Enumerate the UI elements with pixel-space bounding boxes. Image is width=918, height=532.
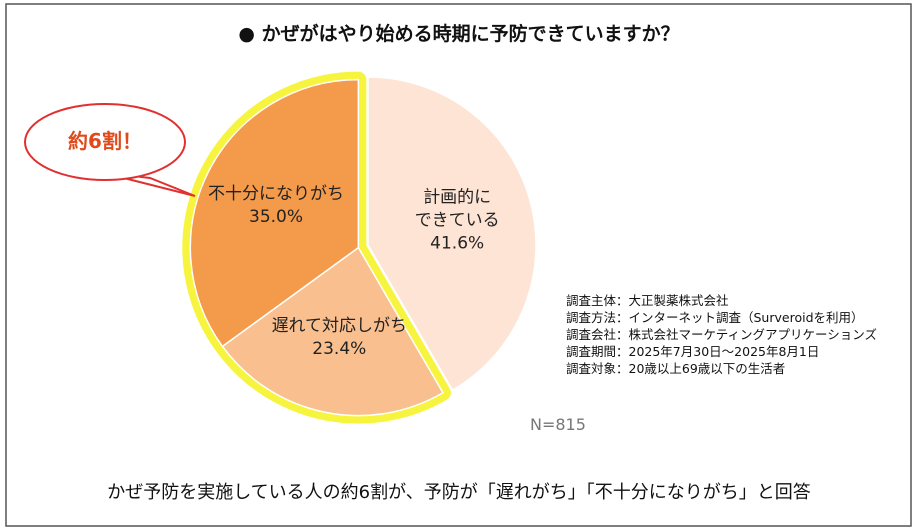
slice-label: 遅れて対応しがち 23.4% (272, 315, 408, 361)
slice-label: 計画的に できている 41.6% (415, 186, 500, 255)
survey-info-line: 調査会社：株式会社マーケティングアプリケーションズ (566, 327, 878, 342)
category-label: 計画的に できている (414, 187, 500, 231)
chart-title: ● かぜがはやり始める時期に予防できていますか？ (238, 22, 679, 45)
value-label: 35.0% (249, 206, 304, 227)
sample-size: N=815 (530, 415, 586, 434)
category-label: 遅れて対応しがち (271, 316, 408, 337)
category-label: 不十分になりがち (208, 183, 345, 204)
survey-info-line: 調査主体：大正製薬株式会社 (566, 293, 729, 308)
survey-info-line: 調査期間：2025年7月30日～2025年8月1日 (566, 344, 820, 359)
survey-info-line: 調査方法：インターネット調査（Surveroidを利用） (566, 310, 864, 325)
pie (182, 71, 537, 424)
caption: かぜ予防を実施している人の約6割が、予防が「遅れがち」「不十分になりがち」と回答 (107, 482, 811, 503)
value-label: 23.4% (312, 339, 367, 360)
callout-bubble (24, 103, 186, 181)
frame (5, 3, 912, 527)
pie-slice (367, 76, 537, 392)
pie-slice (221, 246, 444, 417)
value-label: 41.6% (430, 233, 485, 254)
survey-info-line: 調査対象：20歳以上69歳以下の生活者 (566, 361, 786, 376)
slice-label: 不十分になりがち 35.0% (208, 183, 344, 229)
survey-info: 調査主体：大正製薬株式会社調査方法：インターネット調査（Surveroidを利用… (566, 292, 877, 377)
callout-text: 約6割！ (68, 129, 142, 153)
pie-slice (189, 78, 360, 348)
